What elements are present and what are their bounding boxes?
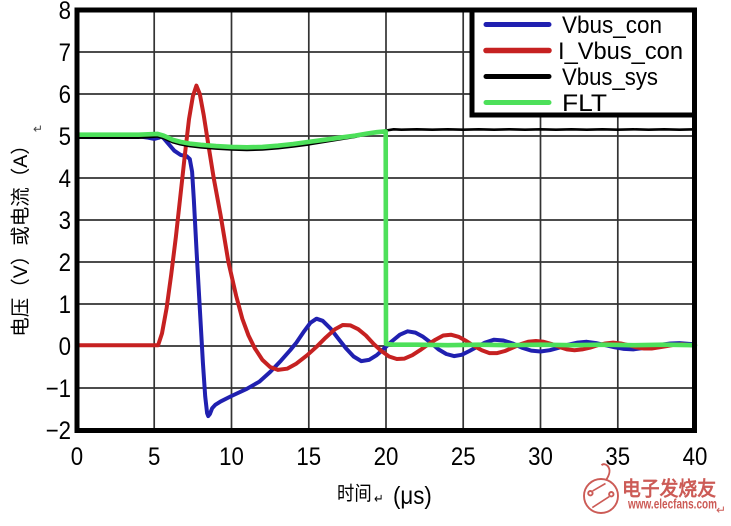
svg-text:电压（V）或电流（A）: 电压（V）或电流（A） xyxy=(10,135,32,337)
svg-text:0: 0 xyxy=(71,444,83,471)
svg-text:FLT: FLT xyxy=(562,90,607,117)
svg-text:4: 4 xyxy=(59,166,71,193)
svg-text:40: 40 xyxy=(683,444,708,471)
svg-text:↵: ↵ xyxy=(716,503,726,517)
svg-text:15: 15 xyxy=(296,444,321,471)
svg-text:(μs): (μs) xyxy=(393,483,432,510)
svg-text:1: 1 xyxy=(59,292,71,319)
svg-text:0: 0 xyxy=(59,334,71,361)
svg-text:3: 3 xyxy=(59,208,71,235)
svg-text:↵: ↵ xyxy=(374,491,384,506)
svg-text:−1: −1 xyxy=(46,376,71,403)
svg-text:35: 35 xyxy=(605,444,630,471)
svg-text:Vbus_sys: Vbus_sys xyxy=(562,64,658,91)
svg-text:6: 6 xyxy=(59,82,71,109)
svg-text:Vbus_con: Vbus_con xyxy=(562,12,662,39)
svg-text:20: 20 xyxy=(374,444,399,471)
svg-text:30: 30 xyxy=(528,444,553,471)
svg-text:5: 5 xyxy=(59,124,71,151)
svg-text:10: 10 xyxy=(219,444,244,471)
svg-text:电子发烧友: 电子发烧友 xyxy=(622,477,716,501)
svg-text:5: 5 xyxy=(148,444,160,471)
svg-text:25: 25 xyxy=(451,444,476,471)
svg-text:I_Vbus_con: I_Vbus_con xyxy=(558,38,683,65)
svg-text:www.elecfans.com: www.elecfans.com xyxy=(627,497,717,512)
svg-text:↵: ↵ xyxy=(33,122,43,136)
svg-text:2: 2 xyxy=(59,250,71,277)
svg-text:−2: −2 xyxy=(46,418,71,445)
svg-text:8: 8 xyxy=(59,0,71,25)
svg-text:时间: 时间 xyxy=(337,482,372,504)
svg-text:7: 7 xyxy=(59,40,71,67)
